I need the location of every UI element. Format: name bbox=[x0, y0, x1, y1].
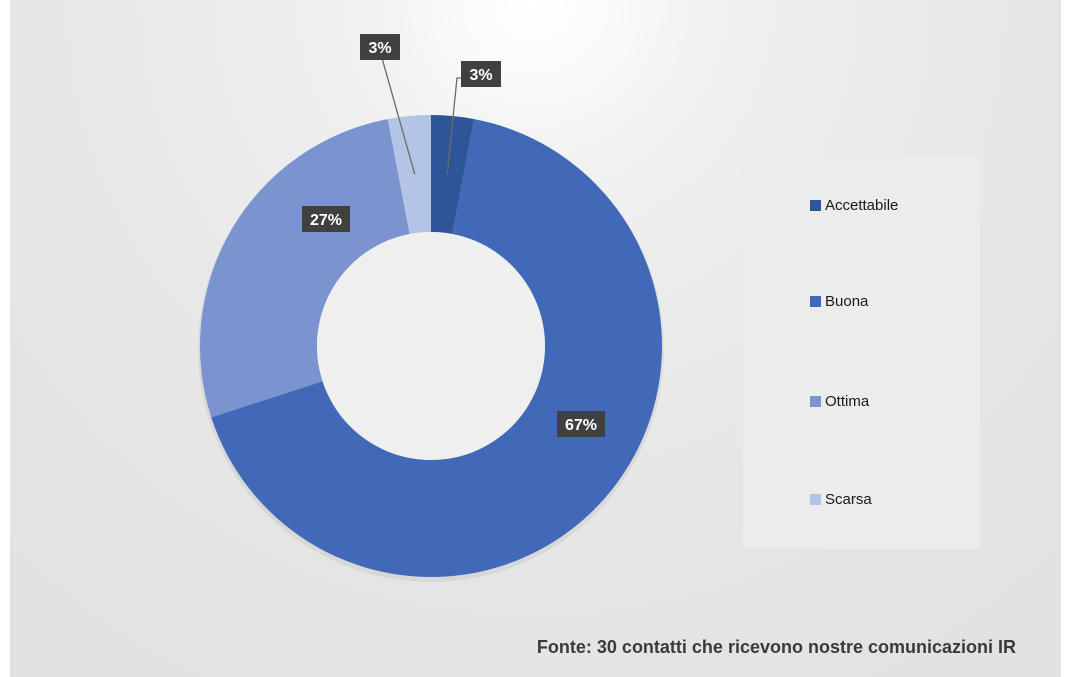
legend-swatch bbox=[810, 494, 821, 505]
legend-swatch bbox=[810, 296, 821, 307]
donut-slice-scarsa bbox=[387, 115, 431, 235]
data-label: 67% bbox=[565, 417, 597, 434]
data-label: 3% bbox=[368, 40, 391, 57]
donut-hole bbox=[317, 232, 545, 460]
donut-chart: 3% 67% 27% 3% bbox=[198, 34, 664, 582]
leader-line bbox=[379, 50, 416, 175]
legend-swatch bbox=[810, 396, 821, 407]
legend-item-ottima: Ottima bbox=[810, 393, 869, 410]
source-note: Fonte: 30 contatti che ricevono nostre c… bbox=[536, 637, 1016, 657]
legend-label: Ottima bbox=[825, 393, 870, 410]
legend-label: Scarsa bbox=[825, 491, 872, 508]
legend-label: Accettabile bbox=[825, 197, 899, 214]
legend-item-accettabile: Accettabile bbox=[810, 197, 898, 214]
donut-slice-buona bbox=[211, 119, 662, 577]
data-label-box bbox=[302, 206, 350, 232]
donut-slice-accettabile bbox=[431, 115, 475, 235]
chart-panel: 3% 67% 27% 3% Accettabile Buona Ottima Scar… bbox=[10, 0, 1061, 677]
legend-label: Buona bbox=[825, 293, 869, 310]
legend-swatch bbox=[810, 200, 821, 211]
donut-slice-ottima bbox=[199, 119, 410, 418]
data-label: 3% bbox=[469, 67, 492, 84]
data-label-box bbox=[461, 61, 501, 87]
legend-item-scarsa: Scarsa bbox=[810, 491, 872, 508]
data-label: 27% bbox=[310, 212, 342, 229]
data-label-box bbox=[557, 411, 605, 437]
data-label-box bbox=[360, 34, 400, 60]
chart-legend: Accettabile Buona Ottima Scarsa bbox=[743, 157, 980, 549]
legend-item-buona: Buona bbox=[810, 293, 868, 310]
